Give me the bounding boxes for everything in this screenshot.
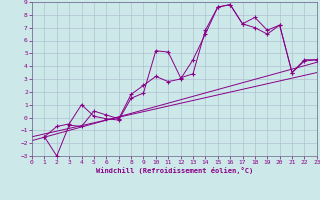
X-axis label: Windchill (Refroidissement éolien,°C): Windchill (Refroidissement éolien,°C) bbox=[96, 167, 253, 174]
